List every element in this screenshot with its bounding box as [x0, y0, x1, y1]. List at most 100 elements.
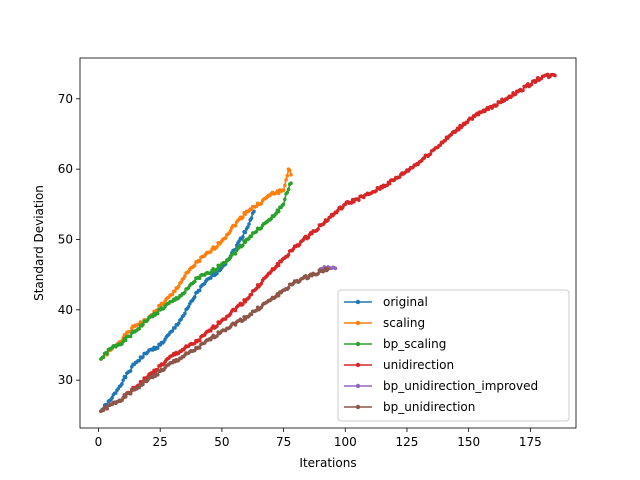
legend-label: bp_unidirection	[383, 400, 475, 414]
data-point	[137, 327, 142, 331]
data-point	[215, 334, 219, 338]
legend-item-bp-scaling: bp_scaling	[344, 337, 446, 351]
data-point	[233, 308, 238, 313]
data-point	[120, 382, 124, 386]
data-point	[495, 103, 499, 107]
data-point	[286, 286, 291, 290]
legend: original scaling bp_scaling unidirection bp_…	[337, 289, 570, 422]
legend-swatch-marker	[355, 383, 361, 389]
data-point	[529, 82, 534, 87]
data-point	[113, 391, 118, 395]
data-point	[333, 266, 338, 271]
data-point	[241, 243, 245, 248]
data-point	[128, 334, 133, 339]
data-point	[249, 292, 254, 297]
data-point	[141, 355, 145, 359]
y-tick-label: 50	[58, 232, 73, 246]
legend-swatch-marker	[355, 362, 361, 368]
data-point	[197, 288, 202, 293]
data-point	[197, 338, 202, 343]
data-point	[121, 378, 125, 382]
legend-item-bp-unidirection: bp_unidirection	[344, 400, 475, 414]
y-tick-label: 40	[58, 303, 73, 317]
data-point	[286, 252, 291, 257]
y-axis-label: Standard Deviation	[32, 185, 46, 301]
data-point	[170, 292, 175, 297]
data-point	[276, 293, 281, 298]
data-point	[197, 346, 202, 350]
series-bp-unidirection	[99, 266, 330, 413]
series-scaling	[99, 167, 293, 361]
data-point	[247, 222, 251, 226]
data-point	[443, 138, 448, 143]
data-point	[155, 311, 160, 316]
data-point	[137, 358, 142, 363]
x-tick-label: 125	[396, 435, 419, 449]
data-point	[521, 88, 525, 93]
data-point	[241, 215, 245, 220]
data-point	[286, 187, 291, 192]
data-point	[243, 230, 248, 235]
data-point	[281, 188, 286, 193]
legend-swatch-marker	[355, 299, 361, 305]
data-point	[243, 212, 248, 216]
x-tick-label: 175	[519, 435, 542, 449]
data-point	[141, 382, 145, 387]
legend-item-unidirection: unidirection	[344, 358, 454, 372]
data-point	[215, 271, 219, 276]
data-point	[123, 338, 128, 343]
data-point	[192, 263, 197, 268]
data-point	[192, 341, 197, 346]
data-point	[233, 323, 238, 327]
x-tick-label: 75	[276, 435, 291, 449]
data-point	[281, 202, 286, 207]
data-point	[176, 284, 181, 289]
data-point	[316, 227, 320, 231]
data-point	[306, 235, 311, 240]
data-point	[357, 198, 361, 202]
data-point	[303, 273, 308, 278]
x-tick-label: 25	[153, 435, 168, 449]
data-point	[456, 127, 461, 132]
data-point	[173, 289, 177, 293]
data-point	[284, 178, 288, 182]
legend-swatch-marker	[355, 404, 361, 410]
data-point	[137, 385, 142, 390]
data-point	[192, 279, 197, 284]
axes-frame	[79, 57, 577, 429]
data-point	[105, 351, 109, 356]
data-point	[513, 92, 518, 96]
legend-box	[337, 289, 570, 422]
plot-marks	[99, 72, 557, 413]
x-tick-label: 50	[214, 435, 229, 449]
data-point	[254, 229, 259, 234]
legend-label: bp_unidirection_improved	[383, 379, 538, 393]
data-point	[326, 267, 330, 271]
legend-label: unidirection	[383, 358, 454, 372]
data-point	[233, 252, 238, 256]
x-axis-ticks: 0 25 50 75 100 125 150 175	[95, 428, 542, 449]
data-point	[192, 295, 197, 299]
data-point	[170, 329, 175, 333]
data-point	[297, 242, 302, 247]
data-point	[179, 280, 183, 284]
data-point	[208, 276, 213, 280]
data-point	[192, 348, 197, 353]
series-bp-scaling	[99, 181, 293, 361]
data-point	[470, 117, 475, 121]
data-point	[387, 181, 392, 186]
data-point	[155, 346, 160, 350]
data-point	[289, 181, 293, 186]
data-point	[197, 259, 202, 263]
data-point	[233, 223, 238, 228]
data-point	[374, 189, 378, 193]
y-tick-label: 60	[58, 162, 73, 176]
data-point	[110, 396, 114, 400]
data-point	[289, 172, 293, 177]
x-tick-label: 150	[457, 435, 480, 449]
legend-item-scaling: scaling	[344, 316, 425, 330]
data-point	[287, 168, 292, 173]
data-point	[208, 328, 213, 333]
data-point	[249, 216, 254, 220]
